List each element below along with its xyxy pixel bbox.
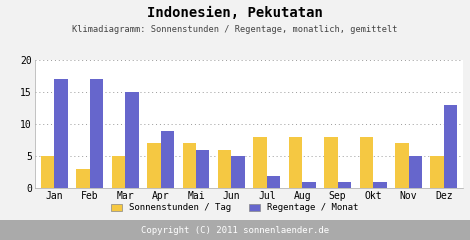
Bar bbox=[231, 156, 245, 188]
Bar bbox=[54, 79, 68, 188]
Bar bbox=[253, 137, 267, 188]
Bar bbox=[90, 79, 103, 188]
Bar bbox=[408, 156, 422, 188]
Text: Klimadiagramm: Sonnenstunden / Regentage, monatlich, gemittelt: Klimadiagramm: Sonnenstunden / Regentage… bbox=[72, 25, 398, 34]
Bar bbox=[182, 144, 196, 188]
Bar bbox=[41, 156, 54, 188]
Bar bbox=[360, 137, 373, 188]
Bar bbox=[302, 182, 316, 188]
Bar bbox=[161, 131, 174, 188]
Bar bbox=[218, 150, 231, 188]
Bar bbox=[76, 169, 90, 188]
Text: Copyright (C) 2011 sonnenlaender.de: Copyright (C) 2011 sonnenlaender.de bbox=[141, 226, 329, 235]
Bar bbox=[289, 137, 302, 188]
Text: Indonesien, Pekutatan: Indonesien, Pekutatan bbox=[147, 6, 323, 20]
Bar bbox=[324, 137, 337, 188]
Bar bbox=[196, 150, 210, 188]
Bar bbox=[337, 182, 351, 188]
Legend: Sonnenstunden / Tag, Regentage / Monat: Sonnenstunden / Tag, Regentage / Monat bbox=[109, 201, 361, 215]
Bar bbox=[444, 105, 457, 188]
Bar bbox=[125, 92, 139, 188]
Bar bbox=[147, 144, 161, 188]
Bar bbox=[431, 156, 444, 188]
Bar bbox=[373, 182, 386, 188]
Bar bbox=[267, 176, 280, 188]
Bar bbox=[112, 156, 125, 188]
Bar bbox=[395, 144, 408, 188]
